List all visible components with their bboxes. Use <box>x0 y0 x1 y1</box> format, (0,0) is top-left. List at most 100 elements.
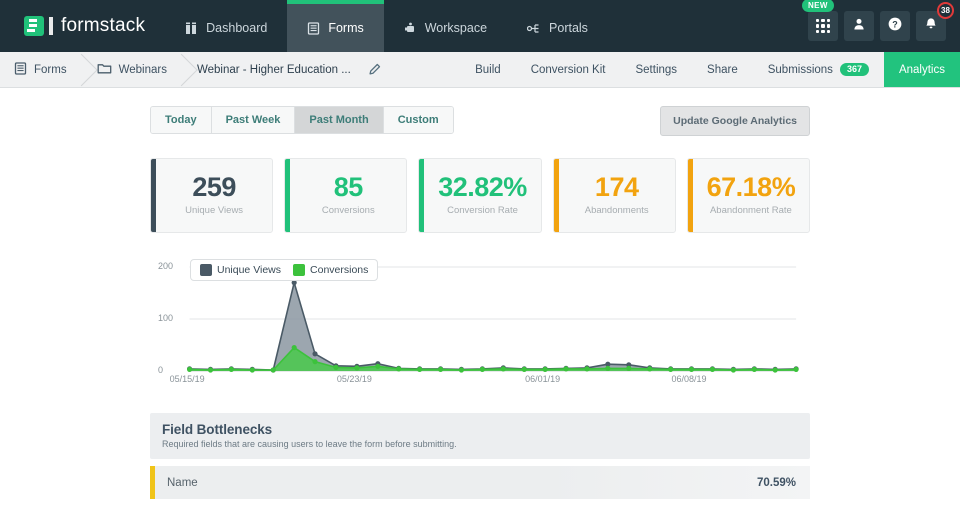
kpi-value-conversions: 85 <box>333 172 364 203</box>
forms-icon <box>307 21 320 35</box>
chart-y-tick: 0 <box>158 365 164 375</box>
range-custom[interactable]: Custom <box>383 107 453 133</box>
breadcrumb: Forms Webinars Webinar - Higher Educatio… <box>0 52 397 87</box>
legend-item-conversions: Conversions <box>293 264 368 276</box>
update-google-analytics-button[interactable]: Update Google Analytics <box>660 106 810 136</box>
form-title: Webinar - Higher Education ... <box>196 63 351 76</box>
formstack-logo-bar-icon <box>49 17 53 35</box>
tab-submissions[interactable]: Submissions 367 <box>753 52 884 87</box>
kpi-card-abandonments: 174 Abandonments <box>552 158 676 233</box>
kpi-value-abandonment-rate: 67.18% <box>706 172 796 203</box>
date-range-button-group: Today Past Week Past Month Custom <box>150 106 454 134</box>
field-bottlenecks-title: Field Bottlenecks <box>162 422 273 437</box>
nav-item-portals-label: Portals <box>549 21 588 35</box>
nav-item-forms[interactable]: Forms <box>287 0 384 52</box>
tab-analytics[interactable]: Analytics <box>883 52 960 87</box>
svg-text:?: ? <box>892 19 898 29</box>
main-content: Today Past Week Past Month Custom Update… <box>0 88 960 505</box>
kpi-accent <box>553 159 559 232</box>
kpi-label-conversions: Conversions <box>321 204 375 216</box>
tab-conversion-kit[interactable]: Conversion Kit <box>516 52 621 87</box>
kpi-value-abandonments: 174 <box>594 172 639 203</box>
apps-grid-button[interactable]: NEW <box>802 0 838 41</box>
workspace-icon <box>404 22 417 35</box>
primary-nav: Dashboard Forms Workspace Portals <box>165 0 608 52</box>
user-icon <box>852 17 866 36</box>
nav-item-portals[interactable]: Portals <box>507 0 608 52</box>
nav-item-forms-label: Forms <box>328 21 364 35</box>
kpi-accent <box>151 159 156 232</box>
kpi-accent <box>419 159 425 232</box>
kpi-label-unique-views: Unique Views <box>185 204 244 216</box>
pencil-icon[interactable] <box>368 63 381 76</box>
chart-canvas <box>186 266 799 373</box>
apps-grid-icon <box>816 19 830 33</box>
legend-label-conversions: Conversions <box>310 264 369 276</box>
tab-analytics-label: Analytics <box>898 63 945 76</box>
dashboard-icon <box>185 22 198 35</box>
kpi-value-unique-views: 259 <box>192 172 236 203</box>
kpi-label-abandonment-rate: Abandonment Rate <box>709 204 792 216</box>
tab-share-label: Share <box>707 63 738 76</box>
range-past-month[interactable]: Past Month <box>295 107 384 133</box>
breadcrumb-item-webinars-label: Webinars <box>118 63 167 76</box>
kpi-card-conversion-rate: 32.82% Conversion Rate <box>418 158 542 233</box>
chart-x-tick: 06/08/19 <box>671 374 707 384</box>
nav-item-dashboard-label: Dashboard <box>206 21 268 35</box>
nav-item-workspace[interactable]: Workspace <box>384 0 507 52</box>
tab-submissions-label: Submissions <box>767 63 833 76</box>
help-circle-icon: ? <box>887 16 903 37</box>
notifications-button[interactable]: 38 <box>916 2 954 41</box>
chart-y-tick: 100 <box>158 313 174 323</box>
bottleneck-field-name: Name <box>167 476 198 489</box>
top-navigation-bar: formstack Dashboard Forms Workspace Port… <box>0 0 960 52</box>
kpi-cards: 259 Unique Views 85 Conversions 32.82% C… <box>150 158 811 233</box>
nav-item-workspace-label: Workspace <box>424 21 488 35</box>
tab-build[interactable]: Build <box>460 52 516 87</box>
kpi-card-conversions: 85 Conversions <box>284 158 408 233</box>
tab-settings-label: Settings <box>635 63 678 76</box>
breadcrumb-item-webinars[interactable]: Webinars <box>83 52 183 87</box>
forms-list-icon <box>14 61 27 78</box>
chart-x-tick: 05/15/19 <box>169 374 205 384</box>
chart-x-tick: 05/23/19 <box>336 374 372 384</box>
breadcrumb-current-form: Webinar - Higher Education ... <box>183 52 397 87</box>
bottleneck-accent <box>150 466 155 499</box>
nav-actions: NEW ? 38 <box>802 0 960 52</box>
bottleneck-row[interactable]: Name 70.59% <box>150 466 810 499</box>
range-past-week[interactable]: Past Week <box>211 107 296 133</box>
form-section-tabs: Build Conversion Kit Settings Share Subm… <box>460 52 960 87</box>
breadcrumb-bar: Forms Webinars Webinar - Higher Educatio… <box>0 52 960 88</box>
chart-y-tick: 200 <box>158 261 174 271</box>
bell-icon <box>924 17 938 36</box>
chart-x-tick: 06/01/19 <box>525 374 561 384</box>
help-button[interactable]: ? <box>880 11 910 41</box>
kpi-label-conversion-rate: Conversion Rate <box>447 204 518 216</box>
kpi-accent <box>687 159 693 232</box>
kpi-accent <box>285 159 291 232</box>
submissions-count-badge: 367 <box>839 63 869 76</box>
kpi-card-abandonment-rate: 67.18% Abandonment Rate <box>686 158 811 233</box>
field-bottlenecks-header: Field Bottlenecks Required fields that a… <box>150 413 810 459</box>
new-badge: NEW <box>802 0 834 12</box>
kpi-value-conversion-rate: 32.82% <box>438 172 527 203</box>
kpi-card-unique-views: 259 Unique Views <box>150 158 274 233</box>
analytics-chart: 0 100 200 05/15/19 05/23/19 06/01/19 06/08/19 … <box>154 259 806 387</box>
brand-name: formstack <box>61 15 146 36</box>
tab-conversion-kit-label: Conversion Kit <box>530 63 606 76</box>
account-button[interactable] <box>844 11 874 41</box>
nav-spacer <box>608 0 808 52</box>
portals-icon <box>527 22 541 35</box>
notification-count-badge: 38 <box>937 2 954 19</box>
analytics-toolbar: Today Past Week Past Month Custom Update… <box>150 106 810 136</box>
brand-logo[interactable]: formstack <box>0 0 165 52</box>
tab-share[interactable]: Share <box>692 52 753 87</box>
range-today[interactable]: Today <box>151 107 212 133</box>
folder-icon <box>97 62 112 78</box>
breadcrumb-item-forms-label: Forms <box>34 63 67 76</box>
chart-legend: Unique Views Conversions <box>190 259 379 281</box>
breadcrumb-item-forms[interactable]: Forms <box>0 52 83 87</box>
tab-build-label: Build <box>475 63 501 76</box>
tab-settings[interactable]: Settings <box>620 52 692 87</box>
nav-item-dashboard[interactable]: Dashboard <box>165 0 287 52</box>
